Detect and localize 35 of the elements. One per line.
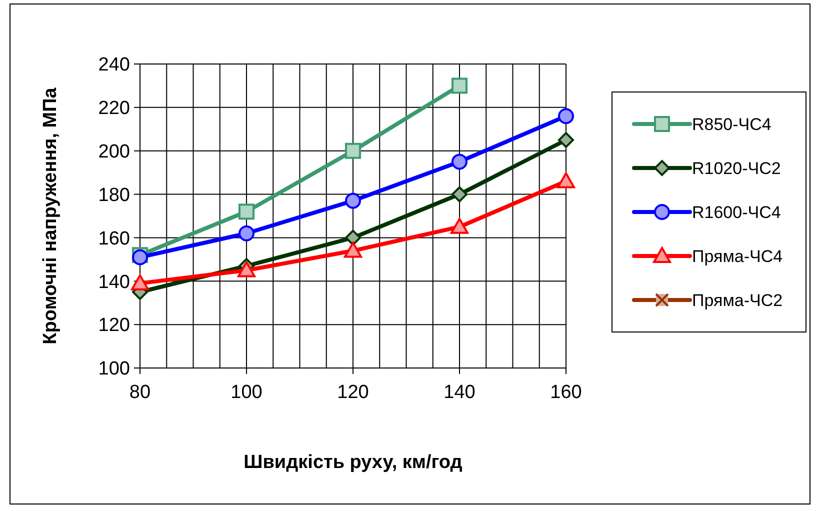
y-tick-label: 240: [98, 54, 130, 76]
x-tick-label: 120: [337, 382, 369, 403]
legend-label: R1020-ЧС2: [692, 158, 781, 178]
x-axis-title: Швидкість руху, км/год: [244, 452, 462, 473]
point: [345, 230, 361, 246]
point: [452, 186, 468, 202]
x-tick-label: 140: [444, 382, 476, 403]
point: [238, 261, 256, 278]
y-tick-label: 100: [98, 358, 130, 380]
point: [238, 225, 254, 242]
point: [558, 108, 574, 124]
point: [450, 218, 468, 234]
y-tick-label: 160: [98, 228, 130, 250]
point: [452, 154, 468, 170]
y-tick-label: 200: [98, 142, 130, 163]
x-tick-label: 100: [230, 382, 262, 403]
point: [452, 78, 468, 94]
point: [345, 142, 361, 159]
point: [557, 172, 575, 188]
x-tick-label: 80: [129, 382, 151, 403]
x-tick-label: 160: [550, 382, 582, 403]
y-tick-label: 220: [98, 98, 130, 120]
point: [131, 274, 149, 290]
legend-label: R850-ЧС4: [692, 114, 772, 134]
y-tick-label: 120: [98, 315, 130, 336]
y-tick-label: 140: [98, 272, 130, 293]
point: [558, 132, 574, 148]
y-tick-label: 180: [98, 184, 130, 206]
legend-label: Пряма-ЧС2: [692, 290, 783, 310]
y-axis-title: Кромочні напруження, МПа: [40, 87, 61, 344]
point: [345, 192, 361, 209]
legend-label: Пряма-ЧС4: [692, 246, 783, 266]
legend-label: R1600-ЧС4: [692, 202, 781, 222]
point: [238, 204, 254, 220]
point: [344, 242, 362, 258]
